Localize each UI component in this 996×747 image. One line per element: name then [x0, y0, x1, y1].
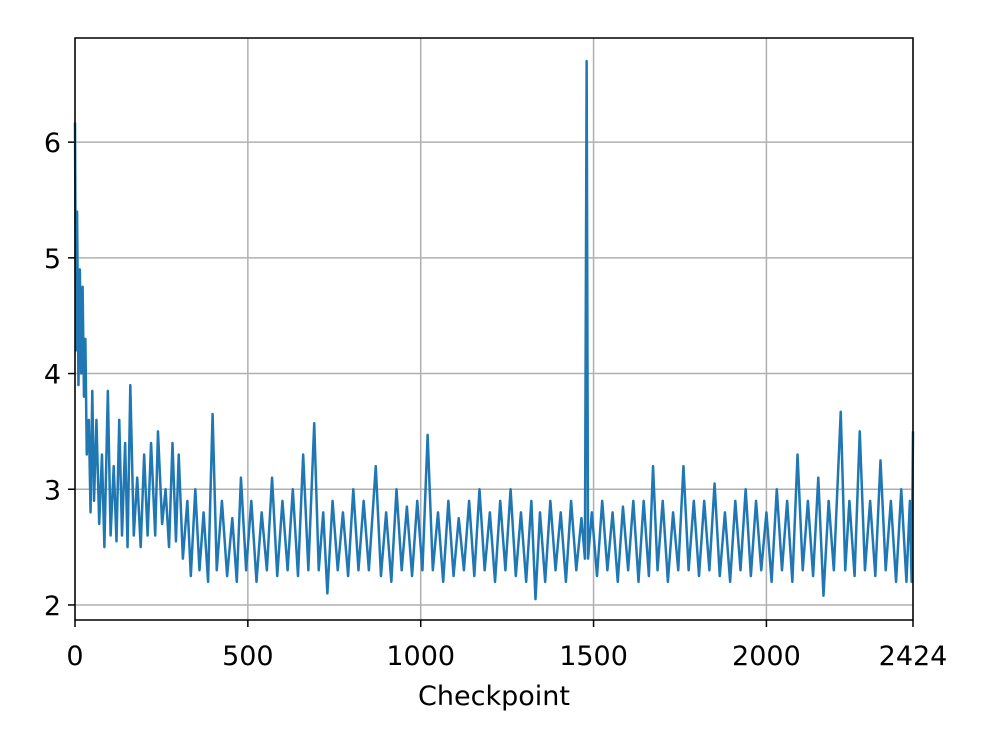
x-tick-label: 2424 — [879, 641, 948, 672]
x-tick-label: 1500 — [559, 641, 628, 672]
y-tick-label: 5 — [44, 244, 61, 275]
data-line — [73, 59, 915, 601]
y-tick-label: 6 — [44, 128, 61, 159]
x-tick-label: 0 — [66, 641, 83, 672]
plot-frame — [74, 37, 914, 621]
y-tick-label: 4 — [44, 360, 61, 391]
x-axis-label: Checkpoint — [418, 681, 570, 712]
y-tick-label: 3 — [44, 475, 61, 506]
x-tick-label: 500 — [222, 641, 274, 672]
y-tick-label: 2 — [44, 591, 61, 622]
x-tick-label: 2000 — [732, 641, 801, 672]
x-tick-label: 1000 — [386, 641, 455, 672]
